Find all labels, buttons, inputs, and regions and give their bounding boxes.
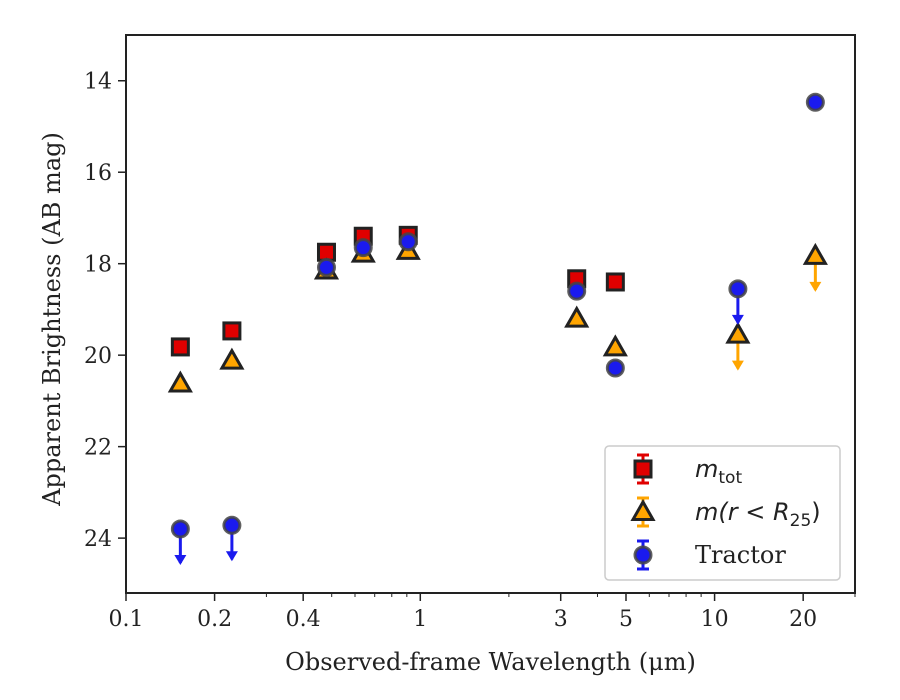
upper-limit-arrowhead (731, 360, 744, 371)
y-tick-label: 16 (84, 161, 112, 186)
triangle-point (802, 242, 828, 265)
legend-label-main: m (695, 455, 718, 483)
legend: mtot m(r < R25) Tractor (604, 445, 841, 581)
x-tick-label: 10 (701, 607, 729, 632)
x-tick-label: 5 (619, 607, 633, 632)
y-tick-label: 18 (84, 253, 112, 278)
x-tick-label: 1 (413, 607, 427, 632)
circle-point (398, 232, 418, 252)
square-point (605, 272, 625, 292)
legend-marker-triangle (630, 498, 656, 521)
x-tick-label: 0.4 (286, 607, 321, 632)
legend-label: Tractor (695, 541, 786, 569)
circle-point (170, 519, 190, 539)
legend-label-main: m(r < R (695, 498, 790, 526)
x-tick-label: 0.1 (109, 607, 144, 632)
circle-point (353, 238, 373, 258)
x-axis-label: Observed-frame Wavelength (μm) (285, 648, 696, 676)
legend-label-sub: tot (718, 468, 742, 488)
y-tick-label: 14 (84, 70, 112, 95)
triangle-point (219, 347, 245, 370)
series-0 (170, 225, 625, 357)
circle-point (605, 358, 625, 378)
series-1 (167, 237, 828, 393)
circle-point (316, 257, 336, 277)
y-tick-label: 22 (84, 436, 112, 461)
upper-limit-arrowhead (225, 551, 238, 562)
legend-marker-square (633, 459, 653, 479)
y-tick-label: 20 (84, 344, 112, 369)
triangle-point (602, 334, 628, 357)
legend-label: m(r < R25) (695, 498, 821, 531)
triangle-point (564, 305, 590, 328)
circle-point (805, 92, 825, 112)
upper-limit-arrowhead (809, 281, 822, 292)
legend-label-tail: ) (811, 498, 820, 526)
square-point (222, 321, 242, 341)
plot-frame (125, 34, 856, 594)
legend-marker-circle (633, 545, 653, 565)
y-tick-label: 24 (84, 527, 112, 552)
triangle-point (725, 321, 751, 344)
circle-point (222, 515, 242, 535)
circle-point (728, 279, 748, 299)
upper-limit-arrowhead (174, 554, 187, 565)
series-2 (170, 92, 825, 565)
legend-box (604, 445, 841, 581)
x-tick-label: 3 (554, 607, 568, 632)
circle-point (567, 281, 587, 301)
y-axis-label: Apparent Brightness (AB mag) (38, 132, 66, 507)
x-tick-label: 20 (789, 607, 817, 632)
data-marks (167, 92, 828, 565)
triangle-point (167, 370, 193, 393)
legend-label-sub: 25 (790, 511, 812, 531)
square-point (170, 337, 190, 357)
axis-ticks: 0.1 0.2 0.4 1 3 5 10 20 14 16 18 20 22 24 (84, 70, 856, 632)
legend-label: mtot (695, 455, 742, 488)
upper-limit-arrowhead (731, 314, 744, 325)
x-tick-label: 0.2 (197, 607, 232, 632)
